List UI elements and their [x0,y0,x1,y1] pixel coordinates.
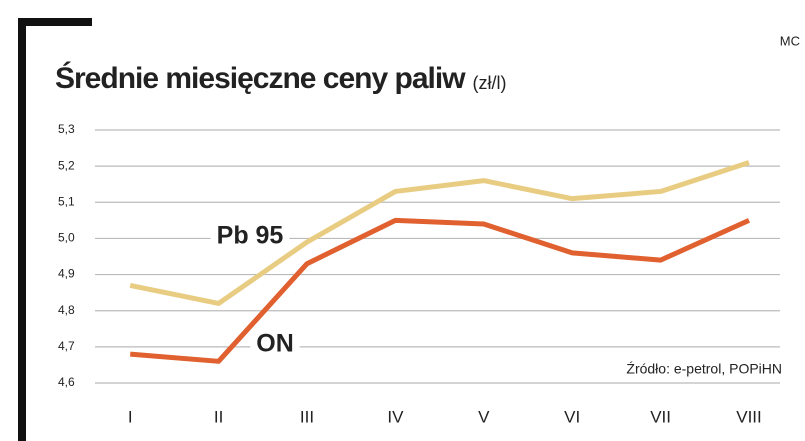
series-line [129,217,751,364]
frame-left [18,18,26,441]
series-line [129,160,750,306]
x-tick-label: V [478,407,490,426]
y-tick-label: 5,1 [58,194,75,208]
y-tick-label: 5,2 [58,158,75,172]
chart-subtitle: (zł/l) [473,73,507,93]
series-label: Pb 95 [217,222,284,250]
y-tick-label: 5,3 [58,122,75,136]
y-tick-label: 4,9 [58,267,75,281]
x-tick-label: IV [387,407,404,426]
x-tick-label: VII [650,407,671,426]
source: Źródło: e-petrol, POPiHN [626,361,782,377]
frame-top [18,18,92,26]
x-tick-label: I [128,407,133,426]
corner-label: MC [780,33,800,48]
series-label-bg [210,223,290,251]
y-tick-label: 4,8 [58,303,75,317]
x-tick-label: VI [564,407,580,426]
series-label-bg [250,331,300,359]
x-tick-label: III [300,407,314,426]
y-tick-label: 5,0 [58,231,75,245]
chart-title: Średnie miesięczne ceny paliw [55,61,466,95]
y-tick-label: 4,7 [58,339,75,353]
y-tick-label: 4,6 [58,375,75,389]
source-bg [585,358,785,380]
series-label: ON [256,330,294,358]
x-tick-label: VIII [736,407,762,426]
x-tick-label: II [214,407,223,426]
